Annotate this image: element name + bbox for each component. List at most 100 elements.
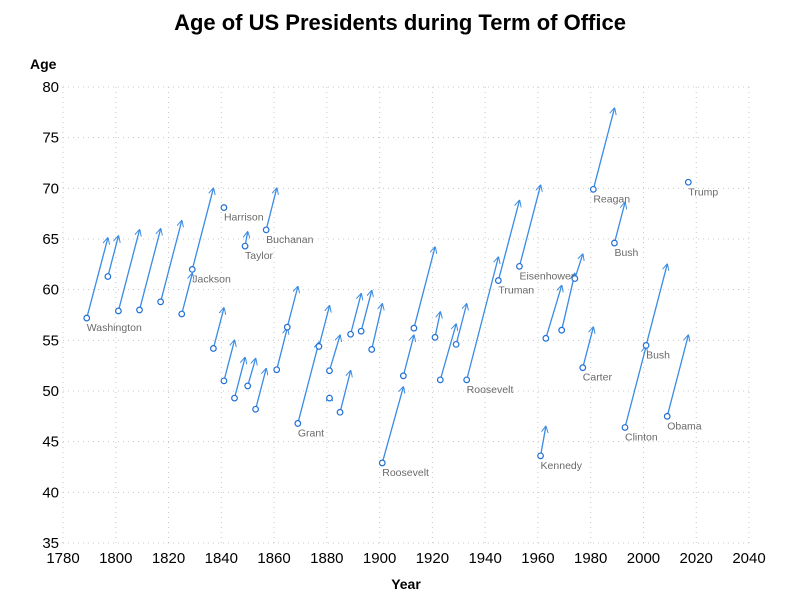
- term-start-marker: [579, 364, 587, 372]
- term-arrow: [402, 335, 414, 376]
- chart-title: Age of US Presidents during Term of Offi…: [174, 10, 626, 35]
- term-arrow: [539, 426, 546, 456]
- term-start-marker: [357, 327, 365, 335]
- term-start-marker: [241, 242, 249, 250]
- term-arrow: [212, 308, 224, 349]
- term-arrow: [574, 254, 583, 279]
- term-start-marker: [571, 275, 579, 282]
- president-label: Harrison: [224, 212, 264, 224]
- term-start-marker: [378, 459, 386, 467]
- term-start-marker: [273, 366, 281, 374]
- term-start-marker: [537, 452, 544, 460]
- y-tick-label: 40: [42, 484, 59, 501]
- president-series: [83, 108, 692, 467]
- y-tick-label: 75: [42, 130, 59, 147]
- x-tick-label: 2040: [732, 550, 765, 567]
- president-label: Buchanan: [266, 234, 313, 246]
- grid: [62, 86, 750, 544]
- term-arrow: [466, 257, 499, 381]
- term-start-marker: [431, 333, 439, 341]
- term-arrow: [545, 286, 562, 339]
- term-arrow: [439, 324, 456, 381]
- term-start-marker: [589, 185, 597, 193]
- x-tick-label: 1880: [310, 550, 343, 567]
- president-label: Washington: [87, 322, 142, 334]
- y-tick-label: 55: [42, 332, 59, 349]
- term-start-marker: [136, 306, 143, 314]
- term-arrow: [191, 188, 213, 270]
- term-arrow: [86, 238, 108, 319]
- president-labels: Washington Jackson Harrison Taylor Buchanan G…: [87, 186, 719, 479]
- term-start-marker: [663, 412, 671, 420]
- y-tick-label: 35: [42, 535, 59, 552]
- term-start-marker: [220, 377, 228, 385]
- term-start-marker: [347, 330, 354, 338]
- term-arrow: [254, 369, 267, 410]
- term-arrow: [181, 273, 193, 315]
- term-arrow: [434, 312, 440, 338]
- term-arrow: [138, 229, 161, 311]
- term-arrow: [223, 340, 235, 382]
- term-arrow: [286, 287, 298, 328]
- term-start-marker: [178, 310, 186, 318]
- term-arrow: [666, 335, 688, 417]
- term-arrow: [518, 185, 540, 267]
- president-label: Carter: [583, 372, 613, 384]
- term-start-marker: [326, 367, 333, 375]
- president-label: Roosevelt: [467, 384, 514, 396]
- term-arrow: [107, 236, 119, 277]
- term-start-marker: [209, 345, 217, 352]
- term-arrow: [328, 335, 340, 371]
- term-start-marker: [368, 346, 376, 353]
- x-axis-label: Year: [391, 576, 421, 592]
- y-tick-label: 80: [42, 79, 59, 96]
- term-arrow: [318, 306, 330, 347]
- president-label: Trump: [688, 186, 718, 198]
- term-start-marker: [399, 372, 407, 380]
- y-axis-label: Age: [30, 56, 57, 72]
- term-arrow: [497, 200, 519, 281]
- x-tick-label: 1800: [99, 550, 132, 567]
- y-tick-label: 45: [42, 434, 59, 451]
- president-label: Truman: [498, 285, 534, 297]
- axes: 35 40 45 50 55 60 65 70 75 80 1780 1800 1820 1840 1860…: [42, 79, 765, 567]
- term-start-marker: [115, 307, 122, 315]
- president-label: Bush: [614, 247, 638, 259]
- term-arrow: [233, 358, 246, 399]
- x-tick-label: 1980: [574, 550, 607, 567]
- x-tick-label: 1780: [46, 550, 79, 567]
- term-arrow: [276, 328, 288, 370]
- term-start-marker: [104, 273, 112, 280]
- term-start-marker: [494, 277, 502, 284]
- term-arrow: [592, 108, 614, 190]
- term-start-marker: [516, 262, 523, 270]
- y-tick-label: 65: [42, 231, 59, 248]
- term-start-marker: [452, 340, 460, 348]
- term-start-marker: [262, 226, 270, 234]
- x-tick-label: 1900: [363, 550, 396, 567]
- term-start-marker: [157, 298, 165, 306]
- term-arrow: [297, 342, 319, 424]
- term-arrow: [159, 221, 182, 302]
- y-tick-label: 60: [42, 282, 59, 299]
- term-start-marker: [294, 420, 302, 427]
- term-start-marker: [244, 382, 252, 390]
- x-tick-label: 1820: [152, 550, 185, 567]
- y-tick-label: 50: [42, 383, 59, 400]
- term-arrow: [247, 359, 256, 387]
- term-arrow: [339, 371, 351, 413]
- term-start-marker: [188, 266, 196, 273]
- term-start-marker: [621, 424, 629, 431]
- x-tick-label: 1920: [416, 550, 449, 567]
- term-start-marker: [436, 376, 444, 384]
- y-tick-label: 70: [42, 180, 59, 197]
- term-arrow: [645, 264, 667, 346]
- term-arrow: [613, 203, 625, 244]
- president-label: Reagan: [593, 193, 630, 205]
- term-start-marker: [684, 178, 692, 186]
- term-arrow: [371, 304, 383, 350]
- president-label: Taylor: [245, 250, 274, 262]
- term-start-marker: [410, 324, 418, 332]
- x-tick-label: 1960: [521, 550, 554, 567]
